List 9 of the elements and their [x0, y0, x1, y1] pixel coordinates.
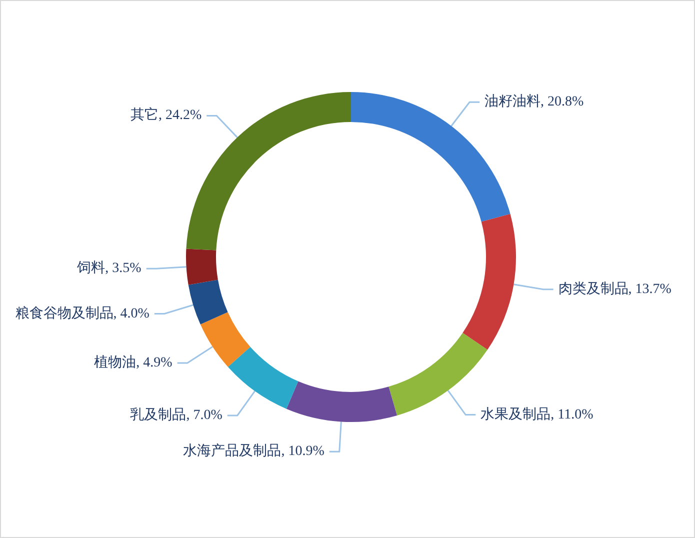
- slice-label: 粮食谷物及制品, 4.0%: [15, 305, 150, 322]
- slice-label: 水海产品及制品, 10.9%: [183, 443, 325, 460]
- slice-label: 肉类及制品, 13.7%: [558, 280, 672, 297]
- slice-label: 乳及制品, 7.0%: [130, 406, 223, 423]
- slice-label: 油籽油料, 20.8%: [484, 94, 584, 110]
- slice-label: 水果及制品, 11.0%: [480, 406, 594, 422]
- slice-label: 其它, 24.2%: [130, 107, 202, 124]
- slice-label: 饲料, 3.5%: [76, 260, 142, 276]
- slice-label: 植物油, 4.9%: [94, 354, 173, 371]
